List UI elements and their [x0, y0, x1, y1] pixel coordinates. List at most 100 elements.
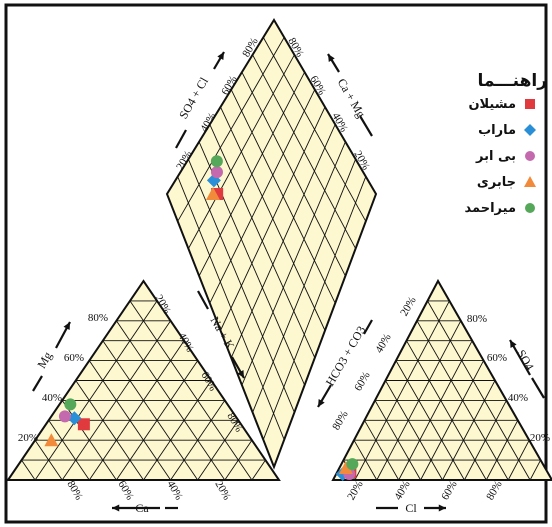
camg-axis-tail — [359, 115, 373, 137]
cation-triangle-grid-line — [197, 420, 239, 481]
diamond-grid-line — [220, 106, 326, 331]
anion-bottom-tick: 60% — [439, 479, 459, 502]
anion-triangle-grid-line — [485, 420, 519, 481]
mg-axis-arrow-head — [63, 322, 70, 330]
cation-bottom-tick: 60% — [115, 479, 135, 502]
diamond-grid-line — [230, 124, 336, 358]
cation-triangle-outline — [6, 279, 281, 481]
legend-items: مشیلان ماراب بی ابر جابری میراحمد — [465, 97, 536, 216]
cation-triangle-grid-line — [21, 459, 36, 481]
diamond-point — [205, 187, 220, 200]
diamond-grid-line — [241, 141, 346, 386]
nak-axis-tail — [197, 290, 209, 310]
anion-triangle-grid-line — [442, 380, 496, 481]
legend-marker — [525, 99, 535, 109]
anion-triangle-grid-line — [354, 300, 450, 481]
cation-point — [67, 411, 82, 426]
legend-marker — [524, 176, 536, 187]
legend-label: بی ابر — [475, 149, 516, 164]
cation-point — [77, 418, 90, 431]
anion-right-tick: 60% — [487, 352, 507, 364]
anion-right-tick: 20% — [530, 432, 550, 444]
diamond-fill — [167, 20, 376, 467]
anion-right-tick: 40% — [508, 392, 528, 404]
so4cl-axis-tail — [175, 129, 187, 149]
cl-axis-arrow-head — [438, 504, 446, 512]
so4-axis-arrow-head — [510, 340, 517, 348]
diamond-point — [210, 155, 223, 168]
nak-axis-arrow-head — [237, 370, 244, 378]
hco3-axis-arrow-head — [318, 399, 325, 407]
hco3-axis-tail — [363, 319, 373, 335]
ca-axis-arrow-head — [112, 504, 120, 512]
cation-triangle-grid-line — [48, 420, 90, 481]
cation-triangle-grid-line — [143, 380, 212, 481]
diamond-point — [210, 166, 223, 179]
cation-bottom-tick: 80% — [64, 479, 84, 502]
legend-marker — [524, 124, 536, 136]
cation-triangle-grid-line — [251, 459, 266, 481]
anion-left-tick: 60% — [352, 370, 372, 393]
cation-left-tick: 40% — [42, 392, 62, 404]
diamond-grid-line — [230, 89, 336, 304]
so4cl-axis-arrow-head — [217, 52, 224, 60]
anion-bottom-tick: 40% — [392, 479, 412, 502]
diamond-grid-line — [262, 37, 367, 222]
anion-triangle-grid-line — [398, 340, 473, 481]
mg-axis-tail — [32, 375, 43, 392]
mg-axis-label: Mg — [34, 349, 54, 370]
cation-triangle-grid-line — [129, 300, 253, 481]
figure-border — [4, 3, 548, 524]
anion-left-tick: 40% — [373, 332, 393, 355]
anion-right-tick: 80% — [467, 313, 487, 325]
cation-triangle-grid-line — [116, 320, 226, 481]
legend-title: راهنـــما — [477, 71, 547, 91]
cation-triangle-grid-line — [102, 340, 199, 481]
legend-label: مشیلان — [468, 97, 516, 112]
cation-triangle-grid-line — [61, 320, 171, 481]
anion-left-tick: 20% — [398, 295, 418, 318]
diamond-outline — [165, 18, 378, 470]
anion-triangle-grid-line — [376, 320, 462, 481]
diamond-grid-line — [252, 54, 356, 249]
diamond-grid-line — [241, 71, 346, 277]
cation-left-tick: 80% — [88, 312, 108, 324]
cl-axis-label: Cl — [405, 501, 417, 515]
cation-left-tick: 20% — [18, 432, 38, 444]
diamond-grid-line — [252, 159, 357, 413]
anion-triangle-grid-line — [529, 459, 541, 481]
anion-triangle-grid-line — [406, 340, 487, 481]
cation-bottom-tick: 20% — [212, 479, 232, 502]
anion-triangle-outline — [331, 278, 552, 481]
anion-triangle-grid-line — [385, 380, 443, 481]
anion-point — [346, 458, 359, 471]
diagram-fills — [8, 20, 552, 480]
legend-label: میراحمد — [465, 201, 517, 216]
cation-point — [58, 410, 71, 423]
cation-point — [64, 398, 77, 411]
diamond-grid-line — [262, 176, 367, 440]
cation-point — [44, 433, 59, 447]
legend-marker — [525, 203, 535, 213]
anion-triangle-grid-line — [416, 320, 509, 481]
anion-triangle-grid-line — [427, 300, 531, 481]
cation-triangle-grid-line — [34, 300, 158, 481]
ca-axis-label: Ca — [135, 501, 149, 515]
cation-left-tick: 60% — [64, 352, 84, 364]
camg-axis-arrow-head — [328, 54, 335, 62]
cation-bottom-tick: 40% — [164, 479, 184, 502]
legend-label: جابری — [477, 175, 516, 190]
anion-left-tick: 80% — [330, 409, 350, 432]
data-points — [44, 155, 359, 482]
legend-label: ماراب — [478, 123, 516, 138]
cation-triangle-grid-line — [88, 340, 185, 481]
anion-triangle-grid-line — [364, 420, 400, 481]
so4-axis-tail — [531, 377, 545, 399]
cation-triangle-grid-line — [75, 380, 144, 481]
anion-bottom-tick: 20% — [345, 479, 365, 502]
anion-point — [338, 461, 353, 475]
diagram-outlines — [6, 18, 552, 481]
legend: راهنـــما مشیلان ماراب بی ابر جابری میراحمد — [465, 71, 548, 216]
